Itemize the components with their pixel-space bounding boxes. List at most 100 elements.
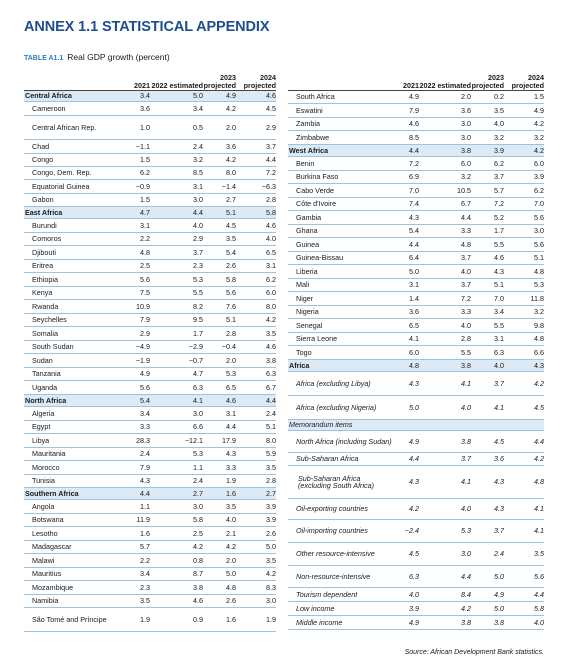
row-label: Ethiopia (32, 274, 58, 284)
cell-value: 7.6 (226, 301, 236, 311)
table-row: Central African Rep. 1.0 0.5 2.0 2.9 (24, 116, 276, 140)
cell-value: 3.4 (193, 103, 203, 113)
row-label: South Sudan (32, 342, 74, 352)
table-row: São Tomé and Príncipe 1.9 0.9 1.6 1.9 (24, 608, 276, 632)
cell-value: 3.0 (266, 596, 276, 606)
cell-value: 5.7 (140, 542, 150, 552)
cell-value: 3.7 (193, 247, 203, 257)
cell-value: 2.8 (461, 334, 471, 344)
cell-value: 4.3 (140, 476, 150, 486)
cell-value: 4.1 (193, 395, 203, 405)
table-row: Guinea-Bissau 6.4 3.7 4.6 5.1 (288, 252, 544, 265)
row-label: Niger (296, 293, 314, 303)
row-label: São Tomé and Príncipe (32, 614, 107, 624)
table-row: Sierra Leone 4.1 2.8 3.1 4.8 (288, 333, 544, 346)
cell-value: 3.9 (534, 172, 544, 182)
cell-value: 8.0 (226, 168, 236, 178)
cell-value: 6.0 (409, 347, 419, 357)
cell-value: 4.3 (409, 378, 419, 388)
header-2021: 2021 (403, 81, 419, 90)
cell-value: 4.0 (266, 234, 276, 244)
cell-value: 4.0 (461, 402, 471, 412)
cell-value: 4.2 (193, 542, 203, 552)
cell-value: 6.9 (409, 172, 419, 182)
table-row: Mozambique 2.3 3.8 4.8 8.3 (24, 581, 276, 595)
cell-value: 7.2 (409, 158, 419, 168)
cell-value: 3.5 (226, 234, 236, 244)
cell-value: 4.1 (461, 477, 471, 487)
row-label: Eswatini (296, 105, 323, 115)
row-label: Liberia (296, 266, 318, 276)
region-row: West Africa 4.4 3.8 3.9 4.2 (288, 145, 544, 157)
cell-value: 3.8 (461, 145, 471, 155)
row-label: Kenya (32, 288, 53, 298)
table-row: Burkina Faso 6.9 3.2 3.7 3.9 (288, 171, 544, 184)
row-label: North Africa (including Sudan) (296, 436, 392, 446)
cell-value: 7.0 (409, 185, 419, 195)
cell-value: 4.8 (534, 266, 544, 276)
cell-value: 3.4 (140, 91, 150, 101)
cell-value: 3.7 (494, 526, 504, 536)
cell-value: 3.8 (494, 617, 504, 627)
row-label: Congo, Dem. Rep. (32, 168, 92, 178)
cell-value: 3.9 (266, 515, 276, 525)
cell-value: 7.0 (534, 199, 544, 209)
table-row: North Africa (including Sudan) 4.9 3.8 4.5 4… (288, 431, 544, 453)
row-label: Chad (32, 141, 50, 151)
cell-value: 5.6 (226, 288, 236, 298)
cell-value: 6.2 (534, 185, 544, 195)
cell-value: 4.7 (193, 369, 203, 379)
cell-value: 7.2 (461, 293, 471, 303)
table-row: Mali 3.1 3.7 5.1 5.3 (288, 279, 544, 292)
cell-value: 5.0 (409, 402, 419, 412)
cell-value: 8.7 (193, 569, 203, 579)
cell-value: 4.9 (226, 91, 236, 101)
cell-value: 3.2 (534, 307, 544, 317)
cell-value: 4.0 (534, 617, 544, 627)
table-row: Mauritania 2.4 5.3 4.3 5.9 (24, 448, 276, 461)
cell-value: 4.2 (534, 119, 544, 129)
cell-value: 5.0 (226, 569, 236, 579)
cell-value: 6.6 (193, 422, 203, 432)
cell-value: 4.9 (534, 105, 544, 115)
cell-value: 5.3 (226, 369, 236, 379)
table-row: Africa (excluding Libya) 4.3 4.1 3.7 4.2 (288, 372, 544, 396)
cell-value: 4.6 (409, 119, 419, 129)
cell-value: 6.3 (494, 347, 504, 357)
table-row: South Africa 4.9 2.0 0.2 1.5 (288, 91, 544, 104)
cell-value: 5.1 (266, 422, 276, 432)
cell-value: 28.3 (136, 435, 150, 445)
cell-value: 4.4 (193, 207, 203, 217)
cell-value: 2.5 (140, 261, 150, 271)
cell-value: 1.1 (140, 501, 150, 511)
cell-value: 4.9 (409, 617, 419, 627)
annex-title: ANNEX 1.1 STATISTICAL APPENDIX (24, 19, 270, 35)
cell-value: 2.6 (226, 261, 236, 271)
cell-value: 3.1 (494, 334, 504, 344)
row-label: Nigeria (296, 307, 319, 317)
cell-value: 2.8 (226, 328, 236, 338)
cell-value: 2.4 (494, 549, 504, 559)
row-label: South Africa (296, 92, 335, 102)
header-2022: 2022 estimated (419, 81, 471, 90)
cell-value: 4.4 (461, 571, 471, 581)
row-label: Africa (289, 360, 310, 370)
cell-value: 3.9 (494, 145, 504, 155)
table-row: Lesotho 1.6 2.5 2.1 2.6 (24, 527, 276, 541)
cell-value: −12.1 (184, 435, 203, 445)
row-label: Eritrea (32, 261, 54, 271)
cell-value: 4.4 (461, 212, 471, 222)
table-row: Seychelles 7.9 9.5 5.1 4.2 (24, 314, 276, 327)
cell-value: 5.2 (494, 212, 504, 222)
table-title: Real GDP growth (percent) (67, 52, 170, 62)
table-header-right: 2021 2022 estimated 2023 projected 2024 … (288, 72, 544, 91)
cell-value: 2.9 (193, 234, 203, 244)
cell-value: 6.3 (193, 382, 203, 392)
row-label: Guinea (296, 239, 320, 249)
cell-value: 3.4 (494, 307, 504, 317)
cell-value: −2.9 (188, 342, 203, 352)
cell-value: 4.6 (266, 342, 276, 352)
cell-value: 5.0 (409, 266, 419, 276)
cell-value: 4.2 (534, 145, 544, 155)
cell-value: 4.2 (534, 378, 544, 388)
